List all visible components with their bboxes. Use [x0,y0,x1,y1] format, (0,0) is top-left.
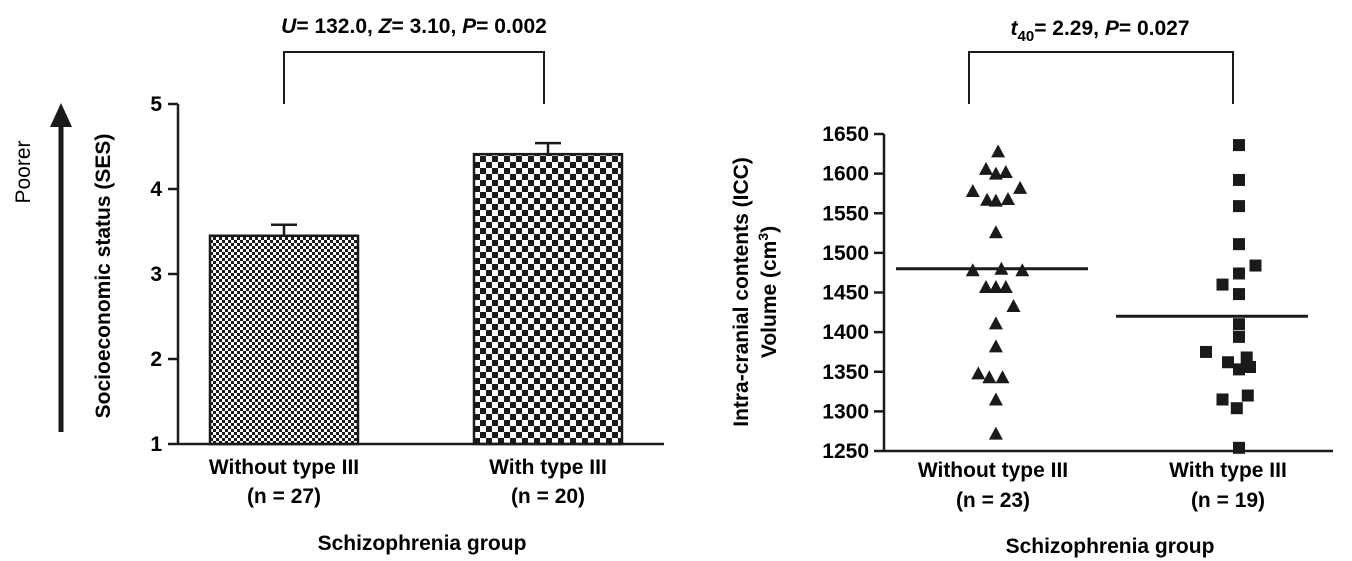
icc-y-axis-title-line2: Volume (cm3) [755,226,781,358]
icc-point-with [1233,267,1245,280]
ses-bar-chart: Poorer Socioeconomic status (SES) U= 132… [12,15,664,555]
poorer-label: Poorer [12,140,35,203]
icc-point-without [980,192,995,206]
icc-point-with [1244,360,1256,373]
ses-category-with: With type III [489,456,607,479]
icc-point-without [988,279,1003,293]
icc-y-tick-label: 1300 [822,400,869,423]
icc-y-tick-label: 1650 [822,123,869,146]
icc-category-with-n: (n = 19) [1191,489,1265,512]
icc-point-with [1233,363,1245,376]
icc-point-without [998,165,1013,179]
icc-point-with [1249,259,1262,272]
icc-point-without [1001,191,1015,205]
icc-points [965,139,1262,454]
icc-point-with [1230,402,1243,415]
icc-point-with [1233,288,1245,301]
ses-category-without: Without type III [209,456,359,479]
icc-point-without [988,426,1003,440]
icc-point-with [1233,200,1245,213]
icc-point-with [1233,238,1245,251]
icc-point-without [988,392,1003,406]
ses-x-axis-title: Schizophrenia group [318,532,527,555]
ses-y-tick-label: 2 [150,348,162,371]
ses-category-without-n: (n = 27) [247,485,321,508]
icc-point-without [1013,180,1028,194]
icc-stat-label: t40= 2.29, P= 0.027 [1011,17,1190,45]
icc-y-tick-label: 1600 [822,163,869,186]
ses-significance-bracket [283,51,545,104]
icc-y-tick-label: 1450 [822,282,869,305]
icc-y-tick-label: 1500 [822,242,869,265]
icc-y-ticks: 1250 1300 1350 1400 1450 1500 1550 1600 1650 [822,123,884,463]
icc-category-without-n: (n = 23) [956,489,1030,512]
icc-point-with [1216,278,1229,291]
icc-point-with [1240,351,1253,364]
icc-y-tick-label: 1250 [822,440,869,463]
icc-scatter-chart: Intra-cranial contents (ICC) Volume (cm3… [730,17,1333,558]
ses-y-tick-label: 4 [150,178,162,201]
ses-stat-label: U= 132.0, Z= 3.10, P= 0.002 [281,15,547,38]
icc-point-without [988,225,1003,239]
icc-point-without [998,279,1013,293]
icc-point-with [1233,139,1245,152]
icc-point-without [971,366,986,380]
icc-point-without [979,161,993,175]
icc-mean-lines [896,267,1308,318]
icc-point-without [988,193,1003,207]
icc-x-axis-title: Schizophrenia group [1006,535,1215,558]
ses-bar-with [472,152,624,446]
icc-point-with [1200,345,1212,358]
poorer-arrow-head [50,103,72,127]
icc-point-with [1222,356,1234,369]
icc-point-without [965,184,980,198]
ses-y-tick-label: 5 [150,93,162,116]
icc-y-tick-label: 1550 [822,202,869,225]
icc-point-without [995,370,1010,384]
ses-bar-without [208,234,360,446]
ses-y-tick-label: 1 [150,433,162,456]
icc-point-without [988,339,1003,353]
ses-bars [208,141,624,446]
icc-point-with [1216,393,1229,406]
icc-category-without: Without type III [918,459,1068,482]
icc-significance-bracket [968,51,1234,104]
icc-point-without [988,316,1003,330]
icc-point-without [991,144,1006,158]
ses-y-tick-label: 3 [150,263,162,286]
icc-point-with [1233,330,1245,343]
icc-y-axis-title-line1: Intra-cranial contents (ICC) [730,157,753,427]
icc-point-without [988,166,1003,180]
icc-point-without [1006,298,1021,312]
icc-point-without [982,370,997,384]
ses-y-axis-title: Socioeconomic status (SES) [92,134,115,419]
icc-point-without [979,279,993,293]
icc-point-with [1233,173,1245,186]
icc-y-tick-label: 1400 [822,321,869,344]
ses-category-with-n: (n = 20) [511,485,585,508]
icc-y-tick-label: 1350 [822,361,869,384]
icc-point-with [1241,389,1254,402]
icc-category-with: With type III [1169,459,1287,482]
icc-point-with [1233,318,1245,331]
ses-y-ticks: 1 2 3 4 5 [150,93,178,456]
